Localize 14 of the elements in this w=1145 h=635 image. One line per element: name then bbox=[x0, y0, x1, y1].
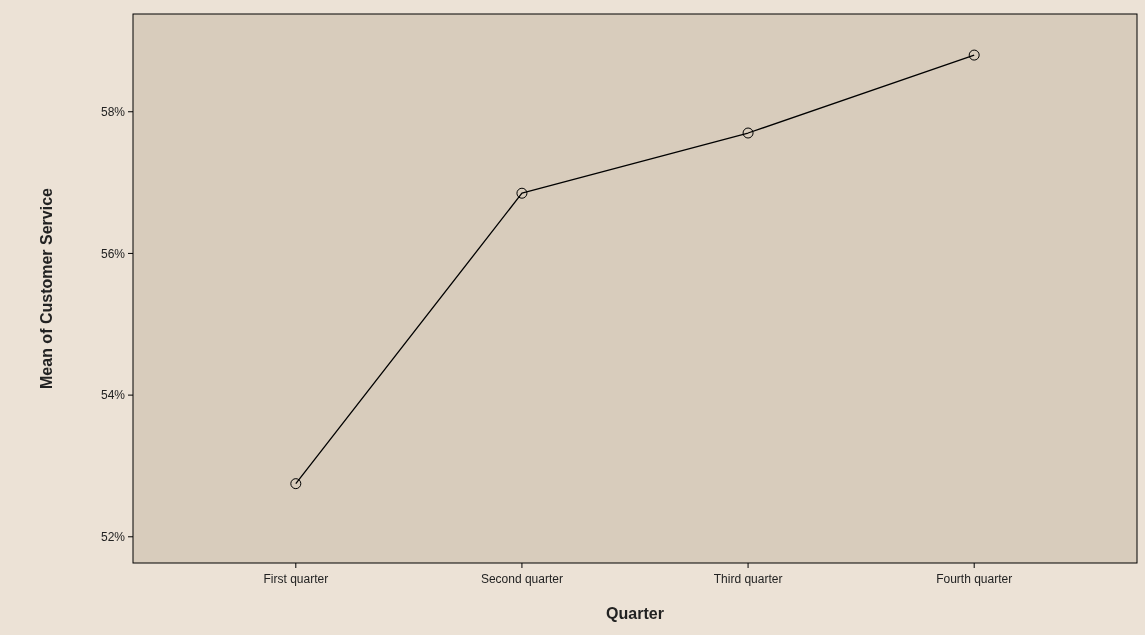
y-tick-label: 58% bbox=[100, 104, 126, 119]
y-tick-label: 52% bbox=[100, 529, 126, 544]
x-tick-label: First quarter bbox=[263, 572, 329, 586]
point bbox=[968, 49, 980, 61]
y-tick-label: 54% bbox=[100, 388, 126, 403]
x-axis-title: Quarter bbox=[606, 605, 664, 622]
y-axis-title: Mean of Customer Service bbox=[38, 187, 55, 389]
x-tick-label: Fourth quarter bbox=[936, 572, 1013, 586]
point bbox=[742, 127, 754, 139]
point bbox=[516, 187, 528, 199]
point bbox=[290, 478, 302, 490]
y-tick-label: 56% bbox=[100, 246, 126, 261]
x-tick-label: Third quarter bbox=[713, 572, 783, 586]
x-tick-label: Second quarter bbox=[480, 572, 563, 586]
